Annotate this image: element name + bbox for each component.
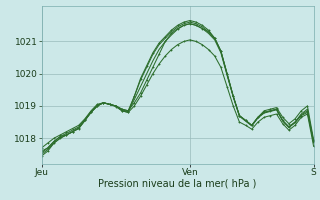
X-axis label: Pression niveau de la mer( hPa ): Pression niveau de la mer( hPa )	[99, 179, 257, 189]
